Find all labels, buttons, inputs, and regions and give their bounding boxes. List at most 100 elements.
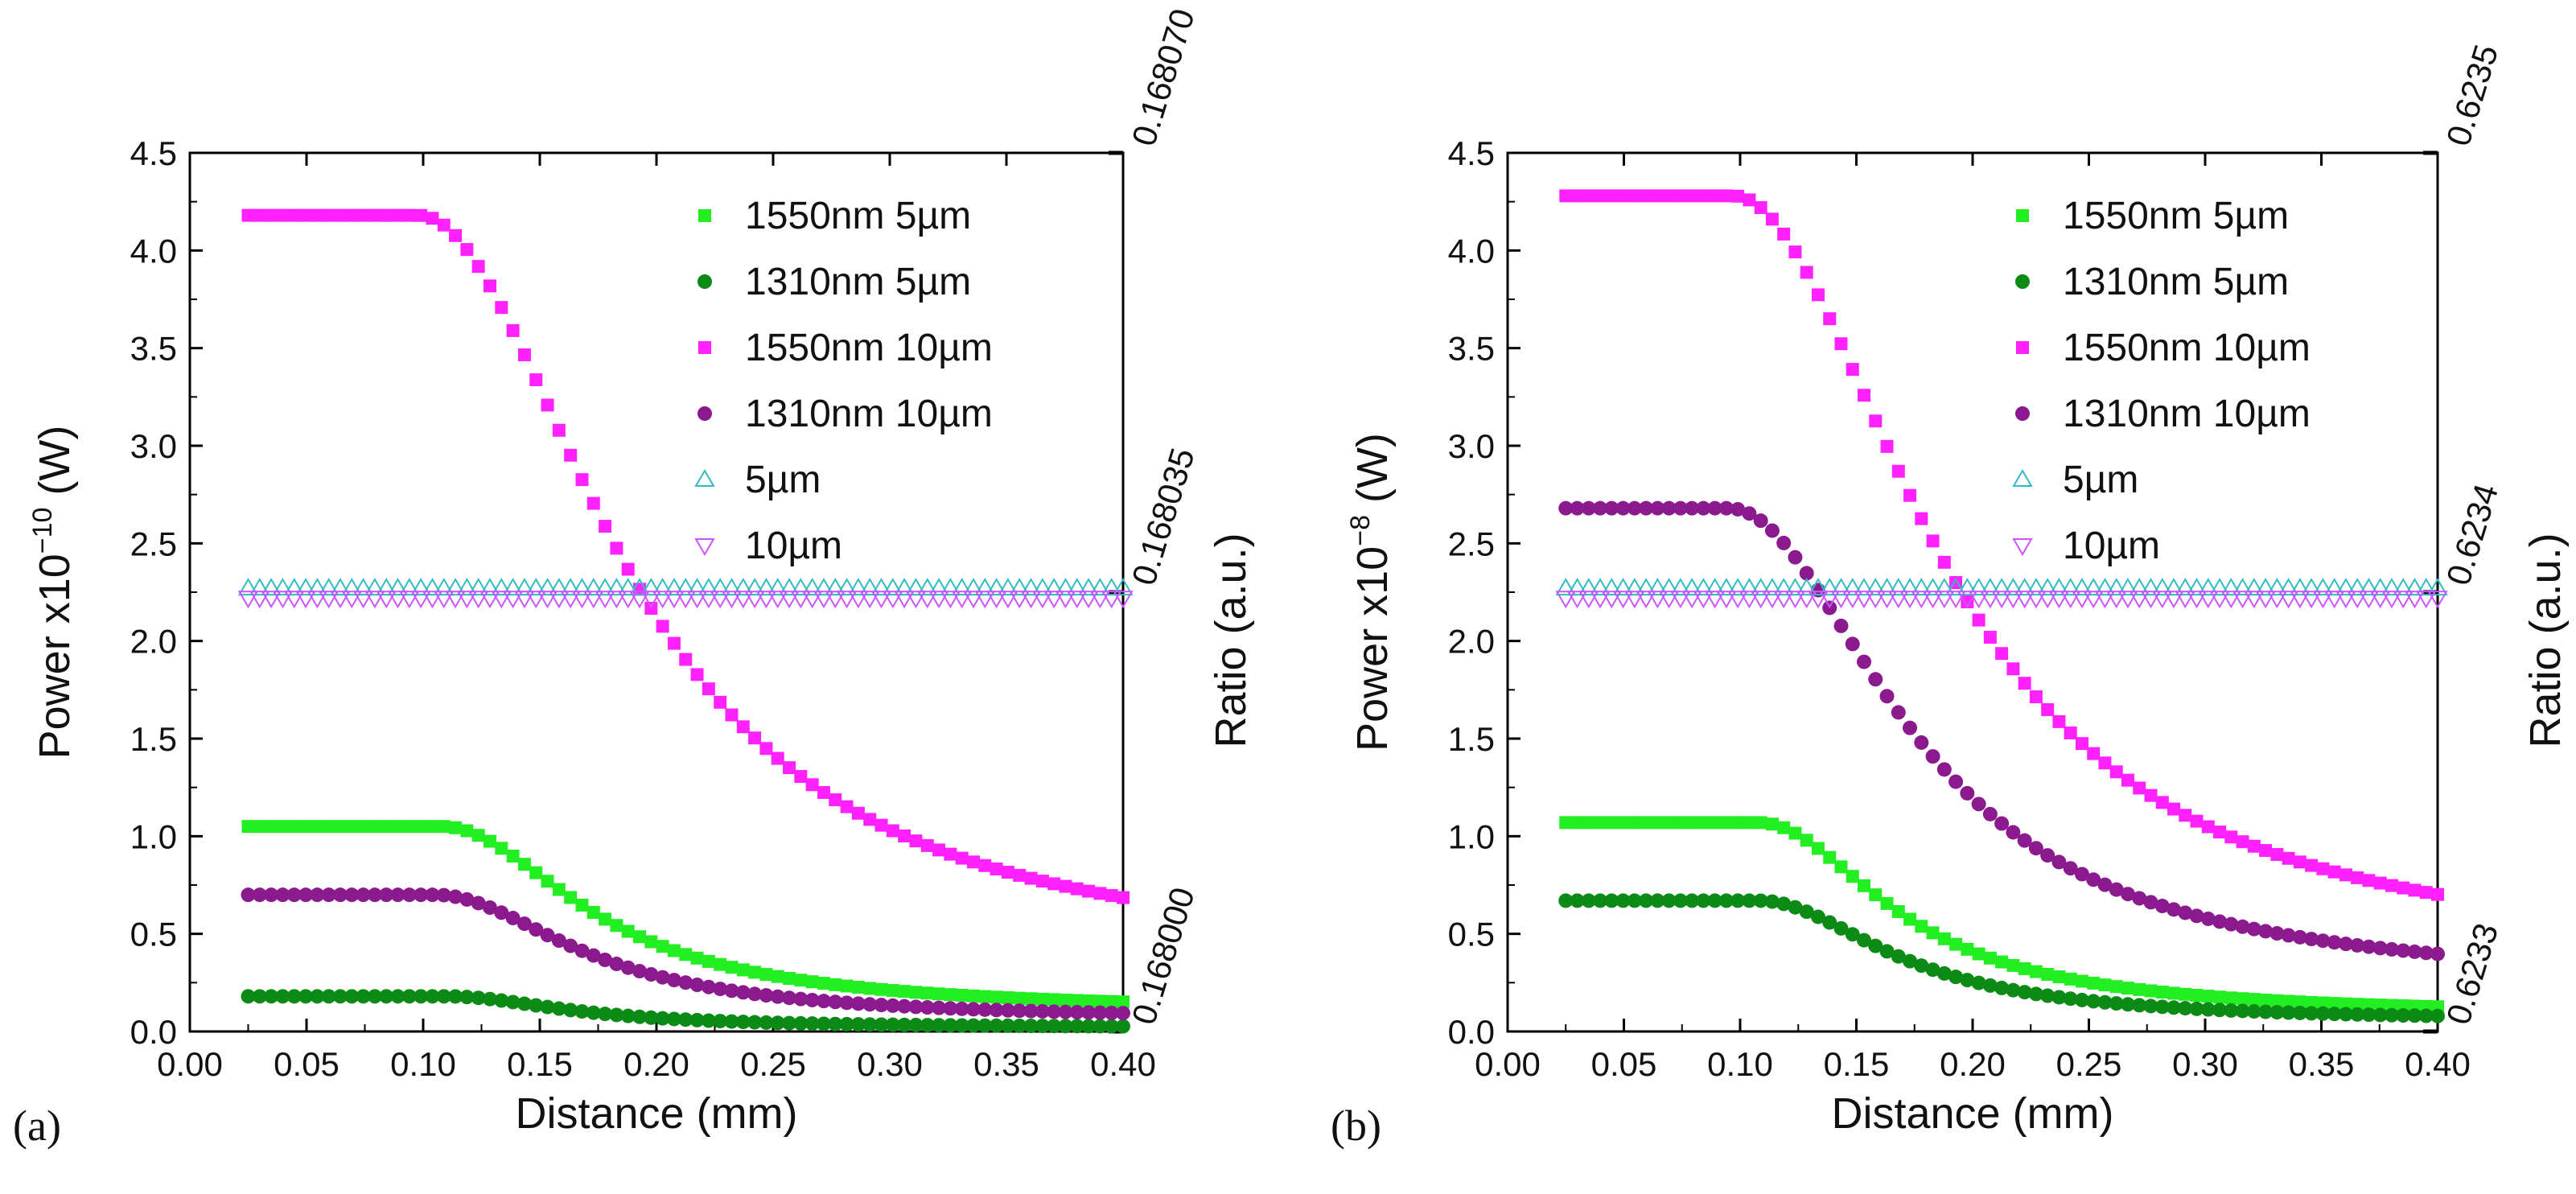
data-point (2373, 998, 2387, 1012)
data-point (1624, 591, 1645, 609)
data-point (609, 1007, 624, 1023)
series-4 (241, 887, 1130, 1021)
data-point (1765, 212, 1779, 226)
x-tick-label: 0.30 (857, 1045, 923, 1083)
data-point (2335, 591, 2356, 609)
data-point (2120, 997, 2135, 1012)
y-tick-label: 1.0 (1448, 817, 1495, 855)
data-point (1117, 891, 1130, 904)
data-point (724, 983, 739, 998)
data-point (414, 208, 428, 222)
data-point (1093, 994, 1107, 1008)
data-point (529, 922, 544, 937)
data-point (1983, 631, 1997, 644)
data-point (2350, 937, 2365, 953)
data-point (644, 935, 658, 949)
data-point (1822, 915, 1837, 930)
data-point (816, 1016, 831, 1031)
data-point (1980, 578, 2001, 596)
data-point (829, 793, 842, 807)
data-point (2198, 578, 2219, 596)
data-point (1070, 994, 1084, 1007)
data-point (908, 999, 924, 1015)
data-point (733, 591, 754, 609)
data-point (237, 591, 259, 609)
data-point (1764, 523, 1780, 538)
data-point (1982, 806, 1998, 821)
data-point (310, 989, 325, 1004)
data-point (1983, 951, 1997, 965)
data-point (252, 887, 267, 903)
data-point (2048, 578, 2070, 596)
data-point (2372, 1007, 2388, 1023)
data-point (586, 1005, 601, 1020)
data-point (2213, 826, 2227, 839)
data-point (445, 591, 466, 609)
data-point (698, 591, 719, 609)
data-point (1869, 888, 1883, 902)
data-point (467, 591, 489, 609)
data-point (1089, 591, 1111, 609)
data-point (1000, 1018, 1015, 1033)
data-point (1615, 893, 1631, 908)
legend-marker (2016, 341, 2029, 354)
data-point (955, 989, 969, 1003)
data-point (2074, 992, 2089, 1007)
data-point (1808, 591, 1829, 609)
data-point (678, 1012, 693, 1027)
data-point (2292, 1005, 2307, 1020)
data-point (401, 887, 417, 903)
data-point (698, 578, 719, 596)
data-point (736, 720, 750, 734)
data-point (541, 875, 554, 888)
data-point (1693, 578, 1714, 596)
data-point (735, 985, 751, 1000)
x-tick-label: 0.00 (157, 1045, 223, 1083)
data-point (1055, 578, 1076, 596)
data-point (840, 979, 854, 993)
data-point (874, 998, 889, 1013)
data-point (344, 887, 360, 903)
y-tick-label: 2.0 (1448, 623, 1495, 661)
y-tick-label: 0.0 (130, 1013, 177, 1051)
data-point (905, 591, 927, 609)
data-point (1582, 189, 1595, 203)
data-point (1627, 893, 1642, 908)
data-point (479, 591, 500, 609)
data-point (380, 820, 393, 834)
data-point (2167, 986, 2181, 1000)
data-point (690, 668, 704, 681)
data-point (963, 578, 984, 596)
data-point (2358, 578, 2380, 596)
data-point (724, 1014, 739, 1029)
data-point (2179, 987, 2192, 1001)
data-point (710, 591, 730, 609)
data-point (1891, 949, 1906, 964)
data-point (1868, 672, 1883, 687)
data-point (2246, 1004, 2261, 1019)
data-point (494, 905, 509, 920)
data-point (813, 578, 834, 596)
data-point (2064, 972, 2077, 986)
data-point (1854, 578, 1874, 596)
data-point (1082, 884, 1096, 898)
data-point (840, 800, 854, 813)
data-point (1093, 1005, 1108, 1020)
legend-marker (697, 406, 712, 421)
data-point (1948, 774, 1964, 789)
data-point (917, 591, 938, 609)
data-point (1949, 937, 1963, 951)
data-point (2338, 937, 2353, 952)
data-point (1834, 860, 1848, 874)
data-point (805, 975, 819, 989)
legend-entry: 10µm (745, 525, 842, 567)
data-point (1810, 909, 1825, 924)
data-point (459, 891, 475, 907)
data-point (1616, 816, 1630, 830)
data-point (2201, 820, 2215, 834)
data-point (2323, 591, 2345, 609)
data-point (2269, 1005, 2285, 1020)
data-point (2259, 844, 2273, 858)
data-point (529, 866, 543, 879)
data-point (1915, 512, 1928, 525)
